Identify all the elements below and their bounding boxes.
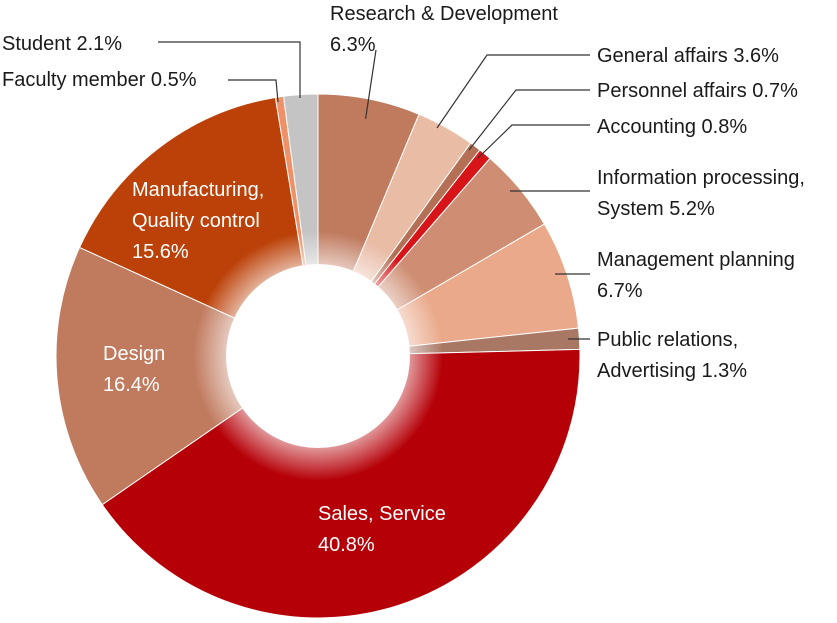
label-management-planning: Management planning 6.7% (597, 249, 795, 302)
label-accounting: Accounting 0.8% (597, 116, 747, 138)
label-research-development: Research & Development 6.3% (330, 3, 558, 56)
label-line: 6.7% (597, 280, 643, 302)
label-information-processing-system: Information processing, System 5.2% (597, 167, 805, 220)
label-line: 15.6% (132, 241, 189, 263)
label-personnel-affairs: Personnel affairs 0.7% (597, 80, 798, 102)
label-student: Student 2.1% (2, 33, 122, 55)
leaders-layer (158, 41, 590, 340)
label-line: Manufacturing, (132, 179, 264, 201)
label-line: Personnel affairs 0.7% (597, 80, 798, 102)
label-line: Management planning (597, 249, 795, 271)
label-line: System 5.2% (597, 198, 715, 220)
label-line: Research & Development (330, 3, 558, 25)
donut-hole (226, 264, 410, 448)
label-line: Design (103, 343, 165, 365)
label-line: Public relations, (597, 329, 738, 351)
leader-personnel-affairs (468, 89, 590, 151)
label-line: Faculty member 0.5% (2, 69, 197, 91)
label-line: General affairs 3.6% (597, 45, 779, 67)
label-line: Student 2.1% (2, 33, 122, 55)
labels-layer: Research & Development 6.3% General affair… (2, 3, 805, 556)
leader-accounting (477, 124, 590, 159)
label-line: 6.3% (330, 34, 376, 56)
label-line: Sales, Service (318, 503, 446, 525)
label-line: Information processing, (597, 167, 805, 189)
label-line: 40.8% (318, 534, 375, 556)
label-public-relations-advertising: Public relations, Advertising 1.3% (597, 329, 747, 382)
label-line: Advertising 1.3% (597, 360, 747, 382)
leader-research-development (364, 49, 377, 119)
label-general-affairs: General affairs 3.6% (597, 45, 779, 67)
leader-student (158, 41, 301, 98)
label-sales-service: Sales, Service 40.8% (318, 503, 446, 556)
label-line: Quality control (132, 210, 260, 232)
slice-design (55, 246, 320, 506)
label-faculty-member: Faculty member 0.5% (2, 69, 197, 91)
leader-general-affairs (436, 54, 590, 129)
label-manufacturing-quality-control: Manufacturing, Quality control 15.6% (132, 179, 264, 263)
label-line: Accounting 0.8% (597, 116, 747, 138)
label-design: Design 16.4% (103, 343, 165, 396)
label-line: 16.4% (103, 374, 160, 396)
leader-faculty-member (228, 79, 279, 103)
slice-sales-service (101, 348, 581, 619)
